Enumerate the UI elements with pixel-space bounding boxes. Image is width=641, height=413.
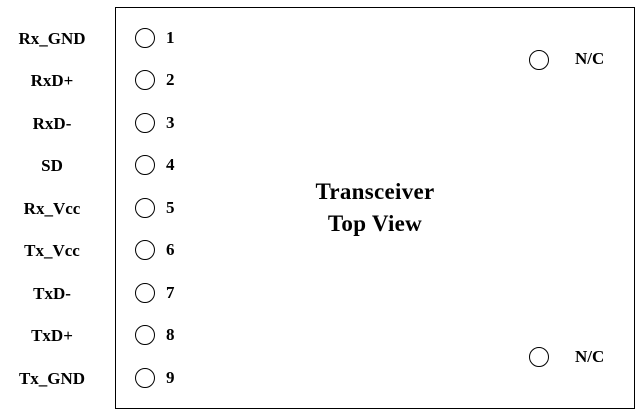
pin-label-8: TxD+ — [31, 326, 73, 345]
title-line-1: Transceiver — [315, 179, 435, 204]
nc-label-top: N/C — [575, 49, 605, 68]
pin-label-4: SD — [41, 156, 63, 175]
transceiver-outline — [115, 7, 635, 409]
pin-7-circle — [135, 283, 155, 303]
pin-2-circle — [135, 70, 155, 90]
pin-number-3: 3 — [166, 113, 175, 132]
pin-number-1: 1 — [166, 28, 175, 47]
pin-label-5: Rx_Vcc — [23, 199, 81, 218]
pin-label-2: RxD+ — [30, 71, 74, 90]
pin-5-circle — [135, 198, 155, 218]
nc-label-bottom: N/C — [575, 347, 605, 366]
pin-9-circle — [135, 368, 155, 388]
pin-number-2: 2 — [166, 70, 175, 89]
pin-1-circle — [135, 28, 155, 48]
pin-number-5: 5 — [166, 198, 175, 217]
pin-number-4: 4 — [166, 155, 175, 174]
nc-pin-bottom-circle — [529, 347, 549, 367]
pin-6-circle — [135, 240, 155, 260]
pin-label-9: Tx_GND — [18, 369, 86, 388]
pin-label-6: Tx_Vcc — [24, 241, 80, 260]
nc-pin-top-circle — [529, 50, 549, 70]
pin-number-7: 7 — [166, 283, 175, 302]
pin-number-8: 8 — [166, 325, 175, 344]
pin-number-6: 6 — [166, 240, 175, 259]
pin-label-7: TxD- — [33, 284, 71, 303]
pin-label-3: RxD- — [32, 114, 72, 133]
pin-number-9: 9 — [166, 368, 175, 387]
pin-3-circle — [135, 113, 155, 133]
pin-4-circle — [135, 155, 155, 175]
title-line-2: Top View — [327, 211, 423, 236]
pin-label-1: Rx_GND — [18, 29, 86, 48]
pin-8-circle — [135, 325, 155, 345]
